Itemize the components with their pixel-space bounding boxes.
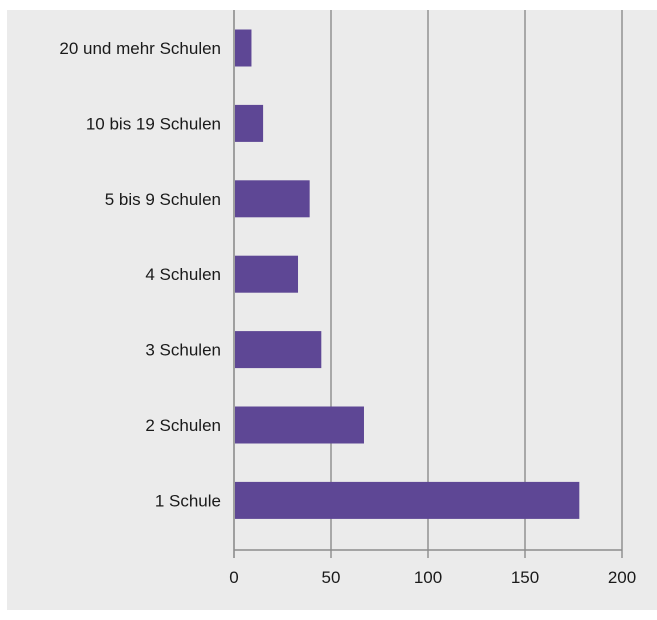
x-tick-label: 100	[414, 568, 442, 587]
category-label: 2 Schulen	[145, 416, 221, 435]
bar	[235, 180, 310, 218]
bar	[235, 481, 580, 519]
category-label: 5 bis 9 Schulen	[105, 190, 221, 209]
category-label: 1 Schule	[155, 491, 221, 510]
category-labels: 20 und mehr Schulen 10 bis 19 Schulen 5 bi…	[59, 39, 221, 510]
x-tick-label: 200	[608, 568, 636, 587]
bar	[235, 331, 322, 369]
category-label: 20 und mehr Schulen	[59, 39, 221, 58]
category-label: 4 Schulen	[145, 265, 221, 284]
x-tick-label: 150	[511, 568, 539, 587]
x-tick-label: 50	[322, 568, 341, 587]
grid-lines	[233, 10, 623, 558]
category-label: 10 bis 19 Schulen	[86, 114, 221, 133]
bar	[235, 255, 299, 293]
bar	[235, 406, 364, 444]
category-label: 3 Schulen	[145, 341, 221, 360]
bar	[235, 104, 264, 142]
x-tick-label: 0	[229, 568, 238, 587]
x-axis-ticks: 0 50 100 150 200	[229, 568, 636, 587]
bar	[235, 29, 252, 67]
bars	[235, 29, 580, 519]
